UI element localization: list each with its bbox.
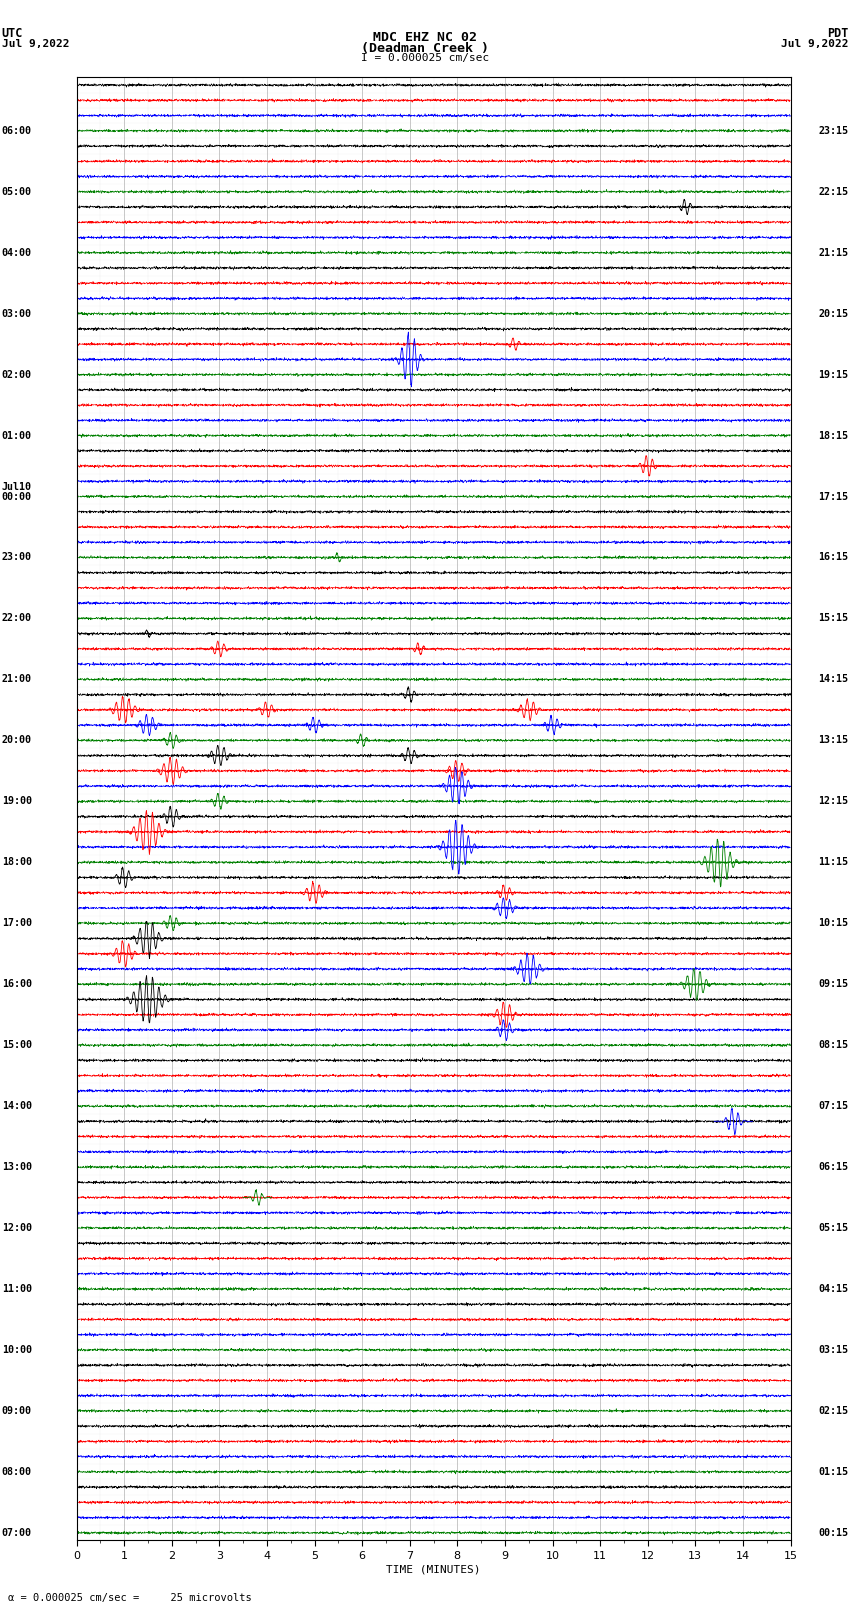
Text: 02:00: 02:00: [2, 369, 31, 379]
Text: 18:00: 18:00: [2, 857, 31, 868]
Text: 05:15: 05:15: [819, 1223, 848, 1232]
Text: 02:15: 02:15: [819, 1407, 848, 1416]
Text: 20:00: 20:00: [2, 736, 31, 745]
Text: 11:00: 11:00: [2, 1284, 31, 1294]
Text: 17:15: 17:15: [819, 492, 848, 502]
Text: 07:15: 07:15: [819, 1102, 848, 1111]
Text: 16:00: 16:00: [2, 979, 31, 989]
Text: 23:15: 23:15: [819, 126, 848, 135]
Text: 20:15: 20:15: [819, 308, 848, 319]
Text: 17:00: 17:00: [2, 918, 31, 927]
Text: Jul10: Jul10: [2, 482, 31, 492]
Text: 22:00: 22:00: [2, 613, 31, 624]
Text: 15:00: 15:00: [2, 1040, 31, 1050]
Text: 04:15: 04:15: [819, 1284, 848, 1294]
Text: (Deadman Creek ): (Deadman Creek ): [361, 42, 489, 55]
Text: 13:00: 13:00: [2, 1161, 31, 1173]
Text: 06:15: 06:15: [819, 1161, 848, 1173]
Text: 08:15: 08:15: [819, 1040, 848, 1050]
Text: 09:00: 09:00: [2, 1407, 31, 1416]
Text: 19:00: 19:00: [2, 797, 31, 806]
Text: 10:15: 10:15: [819, 918, 848, 927]
Text: 01:00: 01:00: [2, 431, 31, 440]
Text: 21:15: 21:15: [819, 248, 848, 258]
Text: 07:00: 07:00: [2, 1528, 31, 1537]
Text: PDT: PDT: [827, 27, 848, 40]
Text: 12:00: 12:00: [2, 1223, 31, 1232]
Text: 14:00: 14:00: [2, 1102, 31, 1111]
Text: 00:15: 00:15: [819, 1528, 848, 1537]
Text: 05:00: 05:00: [2, 187, 31, 197]
Text: 10:00: 10:00: [2, 1345, 31, 1355]
Text: 21:00: 21:00: [2, 674, 31, 684]
Text: 03:00: 03:00: [2, 308, 31, 319]
Text: 06:00: 06:00: [2, 126, 31, 135]
Text: 12:15: 12:15: [819, 797, 848, 806]
Text: 00:00: 00:00: [2, 492, 31, 502]
Text: 13:15: 13:15: [819, 736, 848, 745]
Text: 23:00: 23:00: [2, 553, 31, 563]
Text: 09:15: 09:15: [819, 979, 848, 989]
Text: 16:15: 16:15: [819, 553, 848, 563]
Text: α = 0.000025 cm/sec =     25 microvolts: α = 0.000025 cm/sec = 25 microvolts: [8, 1594, 252, 1603]
Text: 22:15: 22:15: [819, 187, 848, 197]
Text: 03:15: 03:15: [819, 1345, 848, 1355]
X-axis label: TIME (MINUTES): TIME (MINUTES): [386, 1565, 481, 1574]
Text: UTC: UTC: [2, 27, 23, 40]
Text: 19:15: 19:15: [819, 369, 848, 379]
Text: 11:15: 11:15: [819, 857, 848, 868]
Text: Jul 9,2022: Jul 9,2022: [781, 39, 848, 48]
Text: MDC EHZ NC 02: MDC EHZ NC 02: [373, 31, 477, 44]
Text: I = 0.000025 cm/sec: I = 0.000025 cm/sec: [361, 53, 489, 63]
Text: 18:15: 18:15: [819, 431, 848, 440]
Text: 04:00: 04:00: [2, 248, 31, 258]
Text: 15:15: 15:15: [819, 613, 848, 624]
Text: 08:00: 08:00: [2, 1466, 31, 1478]
Text: 01:15: 01:15: [819, 1466, 848, 1478]
Text: Jul 9,2022: Jul 9,2022: [2, 39, 69, 48]
Text: 14:15: 14:15: [819, 674, 848, 684]
